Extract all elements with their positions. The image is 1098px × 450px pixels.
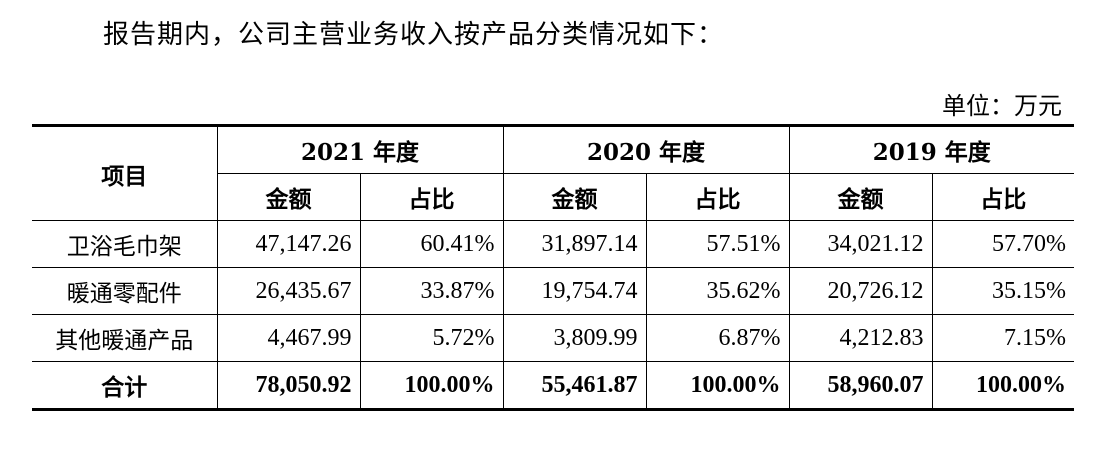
ratio-cell: 5.72% bbox=[359, 314, 504, 362]
amount-cell: 47,147.26 bbox=[216, 220, 361, 268]
amount-cell: 4,212.83 bbox=[788, 314, 933, 362]
amount-cell: 34,021.12 bbox=[788, 220, 933, 268]
table-row: 其他暖通产品 4,467.99 5.72% 3,809.99 6.87% 4,2… bbox=[32, 314, 1074, 362]
total-row: 合计 78,050.92 100.00% 55,461.87 100.00% 5… bbox=[32, 361, 1074, 410]
ratio-header: 占比 bbox=[359, 173, 504, 221]
total-amount-cell: 58,960.07 bbox=[788, 361, 933, 410]
ratio-cell: 35.15% bbox=[931, 267, 1074, 315]
ratio-cell: 60.41% bbox=[359, 220, 504, 268]
amount-cell: 20,726.12 bbox=[788, 267, 933, 315]
row-label: 卫浴毛巾架 bbox=[32, 220, 218, 268]
amount-cell: 4,467.99 bbox=[216, 314, 361, 362]
total-ratio-cell: 100.00% bbox=[359, 361, 504, 410]
revenue-by-product-table: 项目 2021 年度 2020 年度 2019 年度 金额 占比 金额 占比 金… bbox=[32, 124, 1074, 411]
row-label: 暖通零配件 bbox=[32, 267, 218, 315]
item-column-header: 项目 bbox=[32, 125, 218, 221]
amount-header: 金额 bbox=[217, 173, 361, 221]
year-header-2020: 2020 年度 bbox=[502, 125, 790, 174]
total-amount-cell: 55,461.87 bbox=[502, 361, 647, 410]
ratio-cell: 35.62% bbox=[645, 267, 790, 315]
row-label: 其他暖通产品 bbox=[32, 314, 218, 362]
ratio-cell: 6.87% bbox=[645, 314, 790, 362]
ratio-cell: 7.15% bbox=[931, 314, 1074, 362]
amount-cell: 26,435.67 bbox=[216, 267, 361, 315]
ratio-cell: 33.87% bbox=[359, 267, 504, 315]
total-ratio-cell: 100.00% bbox=[931, 361, 1074, 410]
intro-text: 报告期内，公司主营业务收入按产品分类情况如下： bbox=[103, 20, 725, 50]
table-row: 卫浴毛巾架 47,147.26 60.41% 31,897.14 57.51% … bbox=[32, 220, 1074, 268]
total-ratio-cell: 100.00% bbox=[645, 361, 790, 410]
amount-cell: 3,809.99 bbox=[502, 314, 647, 362]
table-row: 暖通零配件 26,435.67 33.87% 19,754.74 35.62% … bbox=[32, 267, 1074, 315]
year-header-2019: 2019 年度 bbox=[788, 125, 1074, 174]
amount-header: 金额 bbox=[788, 173, 933, 221]
year-header-2021: 2021 年度 bbox=[216, 125, 504, 174]
unit-label: 单位：万元 bbox=[942, 92, 1062, 120]
amount-header: 金额 bbox=[502, 173, 647, 221]
header-row-years: 项目 2021 年度 2020 年度 2019 年度 bbox=[32, 125, 1074, 221]
ratio-cell: 57.51% bbox=[645, 220, 790, 268]
total-amount-cell: 78,050.92 bbox=[216, 361, 361, 410]
header-row-subheaders: 金额 占比 金额 占比 金额 占比 bbox=[32, 173, 1074, 221]
ratio-header: 占比 bbox=[645, 173, 790, 221]
ratio-cell: 57.70% bbox=[931, 220, 1074, 268]
ratio-header: 占比 bbox=[931, 173, 1074, 221]
amount-cell: 31,897.14 bbox=[502, 220, 647, 268]
total-label: 合计 bbox=[32, 361, 218, 410]
amount-cell: 19,754.74 bbox=[502, 267, 647, 315]
